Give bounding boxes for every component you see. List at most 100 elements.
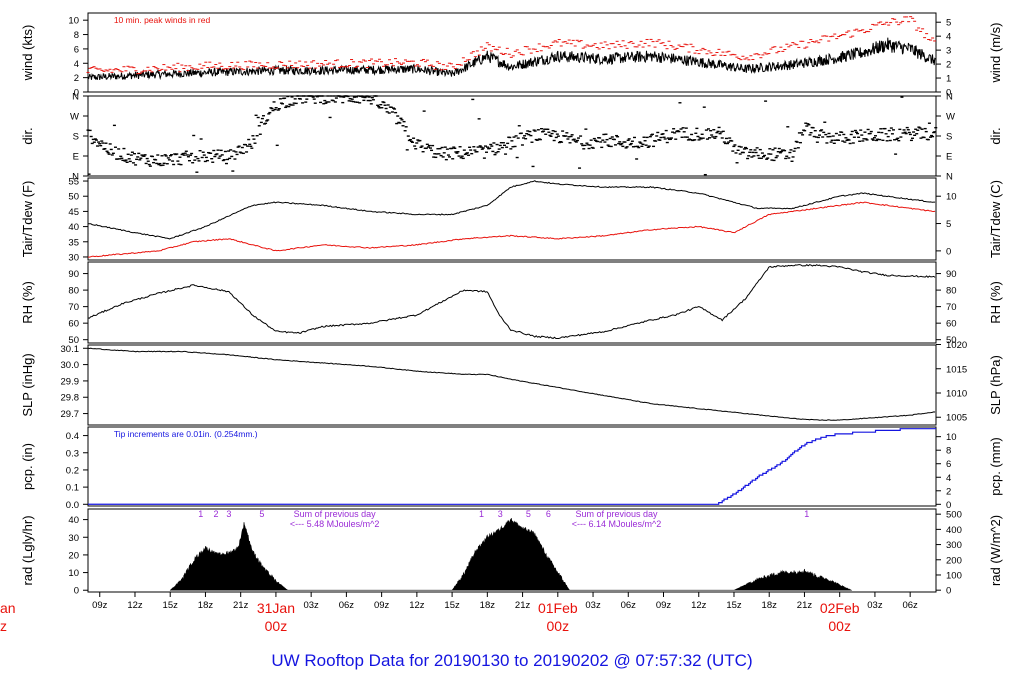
rad-marker: 5 <box>526 509 531 519</box>
x-tick-label: 06z <box>902 600 918 611</box>
x-tick-label: 09z <box>92 600 108 611</box>
y-tick-label: 30.0 <box>61 360 80 371</box>
y-axis-label: SLP (inHg) <box>20 353 35 416</box>
y-tick-label-right: 200 <box>946 555 962 566</box>
y-tick-label-right: 60 <box>946 319 957 330</box>
y-tick-label-right: 500 <box>946 510 962 521</box>
y-tick-label-right: 90 <box>946 269 957 280</box>
page-title: UW Rooftop Data for 20190130 to 20190202… <box>271 651 752 670</box>
y-tick-label: 35 <box>68 237 79 248</box>
cut-hour-label: z <box>0 618 7 634</box>
day-hour-label: 00z <box>265 618 288 634</box>
precip-line <box>87 428 936 505</box>
panel-rh: 50 60 70 80 90 50 60 70 80 90 RH (%) RH (%) <box>20 261 1003 346</box>
rad-marker: 3 <box>498 509 503 519</box>
panel-frame <box>87 261 937 344</box>
y-tick-label-right: 3 <box>946 46 951 57</box>
y-tick-label-right: 100 <box>946 570 962 581</box>
panel-frame <box>87 12 937 93</box>
y-tick-label: 10 <box>68 568 79 579</box>
y-tick-label: 0.4 <box>66 431 79 442</box>
y-tick-label-right: 50 <box>946 335 957 346</box>
y-axis-label: rad (Lgly/hr) <box>20 515 35 585</box>
x-tick-label: 06z <box>621 600 637 611</box>
day-sum-line2: <--- 5.48 MJoules/m^2 <box>290 519 380 529</box>
wind-speed-line <box>87 37 937 81</box>
y-tick-label: 29.8 <box>61 393 80 404</box>
panel-temp: 30 35 40 45 50 55 0 5 10 Tair/Tdew (F) Tair/Tdew (… <box>20 177 1003 264</box>
rad-marker: 6 <box>546 509 551 519</box>
y-tick-label-right: 2 <box>946 60 951 71</box>
x-tick-label: 12z <box>409 600 425 611</box>
y-tick-label: 0 <box>74 586 79 597</box>
panel-slp: 29.7 29.8 29.9 30.0 30.1 1005 1010 1015 1020 SLP … <box>20 340 1003 426</box>
x-tick-label: 03z <box>303 600 319 611</box>
y-tick-label: 8 <box>74 30 79 41</box>
x-tick-label: 18z <box>762 600 778 611</box>
tair-line <box>87 180 936 240</box>
y-tick-label-right: 1005 <box>946 413 967 424</box>
y-tick-label: 6 <box>74 44 79 55</box>
rad-marker: 2 <box>214 509 219 519</box>
x-tick-label: 06z <box>339 600 355 611</box>
y-tick-label: 30.1 <box>61 344 80 355</box>
y-tick-label: S <box>73 132 79 143</box>
y-tick-label-right: 1 <box>946 74 951 85</box>
day-hour-label: 00z <box>828 618 851 634</box>
y-axis-label-right: RH (%) <box>988 281 1003 324</box>
rad-marker: 5 <box>259 509 264 519</box>
y-tick-label: 4 <box>74 59 79 70</box>
x-tick-label: 18z <box>198 600 214 611</box>
peak-wind-points <box>86 16 937 75</box>
rad-marker: 1 <box>804 509 809 519</box>
y-tick-label-right: 4 <box>946 473 951 484</box>
y-tick-label-right: N <box>946 92 953 103</box>
rh-line <box>87 264 936 339</box>
day-sum-line1: Sum of previous day <box>294 509 377 519</box>
y-tick-label-right: 10 <box>946 192 957 203</box>
y-tick-label: 30 <box>68 533 79 544</box>
x-tick-label: 12z <box>691 600 707 611</box>
x-tick-label: 21z <box>233 600 249 611</box>
panel-annotation: Tip increments are 0.01in. (0.254mm.) <box>114 429 258 439</box>
y-tick-label-right: 0 <box>946 500 951 511</box>
y-axis-label-right: pcp. (mm) <box>988 437 1003 496</box>
rad-marker: 3 <box>226 509 231 519</box>
y-axis-label-right: SLP (hPa) <box>988 355 1003 415</box>
y-tick-label: 0.0 <box>66 500 79 511</box>
rad-marker: 1 <box>479 509 484 519</box>
x-tick-label: 21z <box>797 600 813 611</box>
y-tick-label: 50 <box>68 335 79 346</box>
y-axis-label: dir. <box>20 127 35 144</box>
y-tick-label-right: 0 <box>946 246 951 257</box>
day-sum-line1: Sum of previous day <box>576 509 659 519</box>
y-axis-label: pcp. (in) <box>20 443 35 490</box>
y-tick-label: 40 <box>68 222 79 233</box>
y-tick-label: N <box>72 172 79 183</box>
slp-line <box>87 347 936 421</box>
day-hour-label: 00z <box>547 618 570 634</box>
rad-marker: 1 <box>198 509 203 519</box>
y-tick-label: 70 <box>68 302 79 313</box>
x-tick-label: 12z <box>127 600 143 611</box>
y-tick-label: 20 <box>68 550 79 561</box>
panel-frame <box>87 344 937 426</box>
y-tick-label: 80 <box>68 286 79 297</box>
day-sum-line2: <--- 6.14 MJoules/m^2 <box>572 519 662 529</box>
x-tick-label: 03z <box>585 600 601 611</box>
panel-pcp: 0.0 0.1 0.2 0.3 0.4 0 2 4 6 8 10 pcp. (in) pcp. (mm)… <box>20 426 1003 511</box>
y-axis-label: RH (%) <box>20 281 35 324</box>
y-tick-label: 90 <box>68 269 79 280</box>
x-tick-label: 21z <box>515 600 531 611</box>
y-axis-label: Tair/Tdew (F) <box>20 181 35 258</box>
panel-frame <box>87 508 937 593</box>
y-axis-label-right: Tair/Tdew (C) <box>988 180 1003 258</box>
tdew-line <box>88 201 936 258</box>
y-tick-label-right: 5 <box>946 219 951 230</box>
day-label: 31Jan <box>257 600 295 616</box>
y-axis-label-right: wind (m/s) <box>988 23 1003 84</box>
y-tick-label: 29.7 <box>61 409 80 420</box>
